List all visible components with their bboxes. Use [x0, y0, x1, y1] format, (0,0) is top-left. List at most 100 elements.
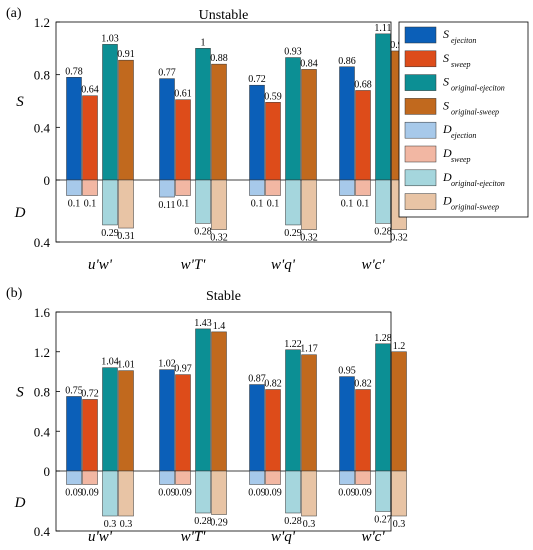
- data-label: 0.86: [338, 56, 356, 67]
- legend-label-subscript: original-ejeciton: [451, 84, 505, 93]
- legend-label-subscript: ejeciton: [451, 36, 476, 45]
- data-label: 1.22: [284, 339, 302, 350]
- data-label: 0.91: [117, 49, 135, 60]
- chart-title: Stable: [206, 289, 241, 304]
- bar-d-original-ejeciton: [285, 470, 301, 514]
- data-label: 0.1: [68, 199, 81, 210]
- data-label: 1.17: [300, 344, 318, 355]
- bar-s-ejeciton: [339, 376, 355, 472]
- legend-label: D: [442, 170, 452, 184]
- data-label: 0.09: [338, 488, 356, 499]
- data-label: 0.95: [338, 366, 356, 377]
- legend-label-subscript: original-sweep: [451, 107, 499, 116]
- bar-s-ejeciton: [249, 84, 265, 181]
- data-label: 0.28: [194, 226, 212, 237]
- bar-s-original-ejeciton: [102, 44, 118, 181]
- bar-d-sweep: [175, 179, 191, 196]
- bar-s-original-ejeciton: [102, 367, 118, 472]
- data-label: 0.93: [284, 47, 302, 58]
- bar-s-ejeciton: [339, 66, 355, 181]
- data-label: 0.32: [390, 233, 408, 244]
- data-label: 1.43: [194, 318, 212, 329]
- y-tick-label: 0.4: [34, 235, 51, 250]
- panel-label: (a): [6, 6, 22, 21]
- plot-frame: [55, 21, 392, 243]
- data-label: 0.11: [158, 200, 175, 211]
- panel-b: (b) StableSD0.40.81.21.600.40.750.721.041…: [6, 286, 407, 545]
- legend-swatch: [404, 98, 437, 115]
- bar-d-original-sweep: [211, 470, 227, 515]
- data-label: 0.28: [194, 516, 212, 527]
- data-label: 0.75: [65, 385, 83, 396]
- bar-s-ejeciton: [249, 384, 265, 472]
- bar-s-ejeciton: [159, 78, 175, 181]
- data-label: 0.72: [248, 74, 266, 85]
- data-label: 0.09: [248, 488, 266, 499]
- bar-s-original-ejeciton: [285, 57, 301, 181]
- bar-s-sweep: [355, 389, 371, 472]
- bar-d-sweep: [175, 470, 191, 485]
- bar-d-sweep: [355, 179, 371, 196]
- data-label: 0.1: [251, 199, 264, 210]
- data-label: 0.32: [210, 233, 228, 244]
- y-tick-label: 0.4: [34, 424, 51, 439]
- legend-label-subscript: sweep: [451, 155, 471, 164]
- x-category-label: u'w': [88, 529, 113, 545]
- bar-s-ejeciton: [159, 369, 175, 472]
- legend-swatch: [404, 74, 437, 91]
- bar-s-sweep: [82, 95, 98, 181]
- bar-s-sweep: [175, 99, 191, 181]
- bar-d-original-ejeciton: [195, 179, 211, 224]
- bar-s-sweep: [265, 102, 281, 181]
- panel-a: (a) UnstableSD0.40.81.200.40.780.641.030.…: [6, 6, 529, 273]
- bar-s-sweep: [355, 90, 371, 181]
- data-label: 1.03: [101, 33, 119, 44]
- y-tick-label: 1.2: [34, 15, 50, 30]
- legend-label-subscript: ejection: [451, 131, 476, 140]
- data-label: 0.3: [120, 519, 133, 530]
- bar-s-original-ejeciton: [375, 33, 391, 181]
- data-label: 0.32: [300, 233, 318, 244]
- y-tick-label: 0.8: [34, 68, 50, 83]
- data-label: 0.78: [65, 66, 83, 77]
- legend-swatch: [404, 145, 437, 163]
- bar-s-original-sweep: [391, 351, 407, 472]
- bar-s-sweep: [265, 389, 281, 472]
- bar-s-original-sweep: [211, 331, 227, 472]
- bar-d-original-ejeciton: [375, 179, 391, 224]
- bar-d-original-sweep: [118, 179, 134, 229]
- bar-s-original-sweep: [118, 59, 134, 181]
- data-label: 0.68: [354, 79, 372, 90]
- legend-label-subscript: original-sweep: [451, 203, 499, 212]
- bar-s-original-ejeciton: [195, 328, 211, 472]
- bar-d-ejection: [339, 470, 355, 485]
- data-label: 0.82: [264, 379, 282, 390]
- bar-d-original-sweep: [211, 179, 227, 230]
- bar-d-original-ejeciton: [195, 470, 211, 514]
- plot-frame: [55, 311, 392, 532]
- bar-d-original-ejeciton: [102, 179, 118, 226]
- bar-d-sweep: [82, 179, 98, 196]
- data-label: 0.84: [300, 58, 318, 69]
- legend-swatch: [404, 121, 437, 139]
- data-label: 0.28: [284, 516, 302, 527]
- bar-d-ejection: [159, 470, 175, 485]
- y-tick-label: 0.8: [34, 385, 50, 400]
- chart-title: Unstable: [199, 8, 249, 23]
- data-label: 0.27: [374, 515, 392, 526]
- bar-d-ejection: [339, 179, 355, 196]
- legend-label: D: [442, 122, 452, 136]
- y-tick-label: 1.6: [34, 305, 51, 320]
- x-category-label: w'q': [271, 257, 296, 273]
- x-category-label: w'c': [361, 529, 385, 545]
- data-label: 0.09: [65, 488, 83, 499]
- bar-s-original-sweep: [301, 354, 317, 472]
- data-label: 1.4: [213, 321, 226, 332]
- bar-d-sweep: [82, 470, 98, 485]
- data-label: 0.3: [393, 519, 406, 530]
- y-tick-label: 0.4: [34, 524, 51, 539]
- bar-d-original-sweep: [118, 470, 134, 517]
- data-label: 0.1: [341, 199, 354, 210]
